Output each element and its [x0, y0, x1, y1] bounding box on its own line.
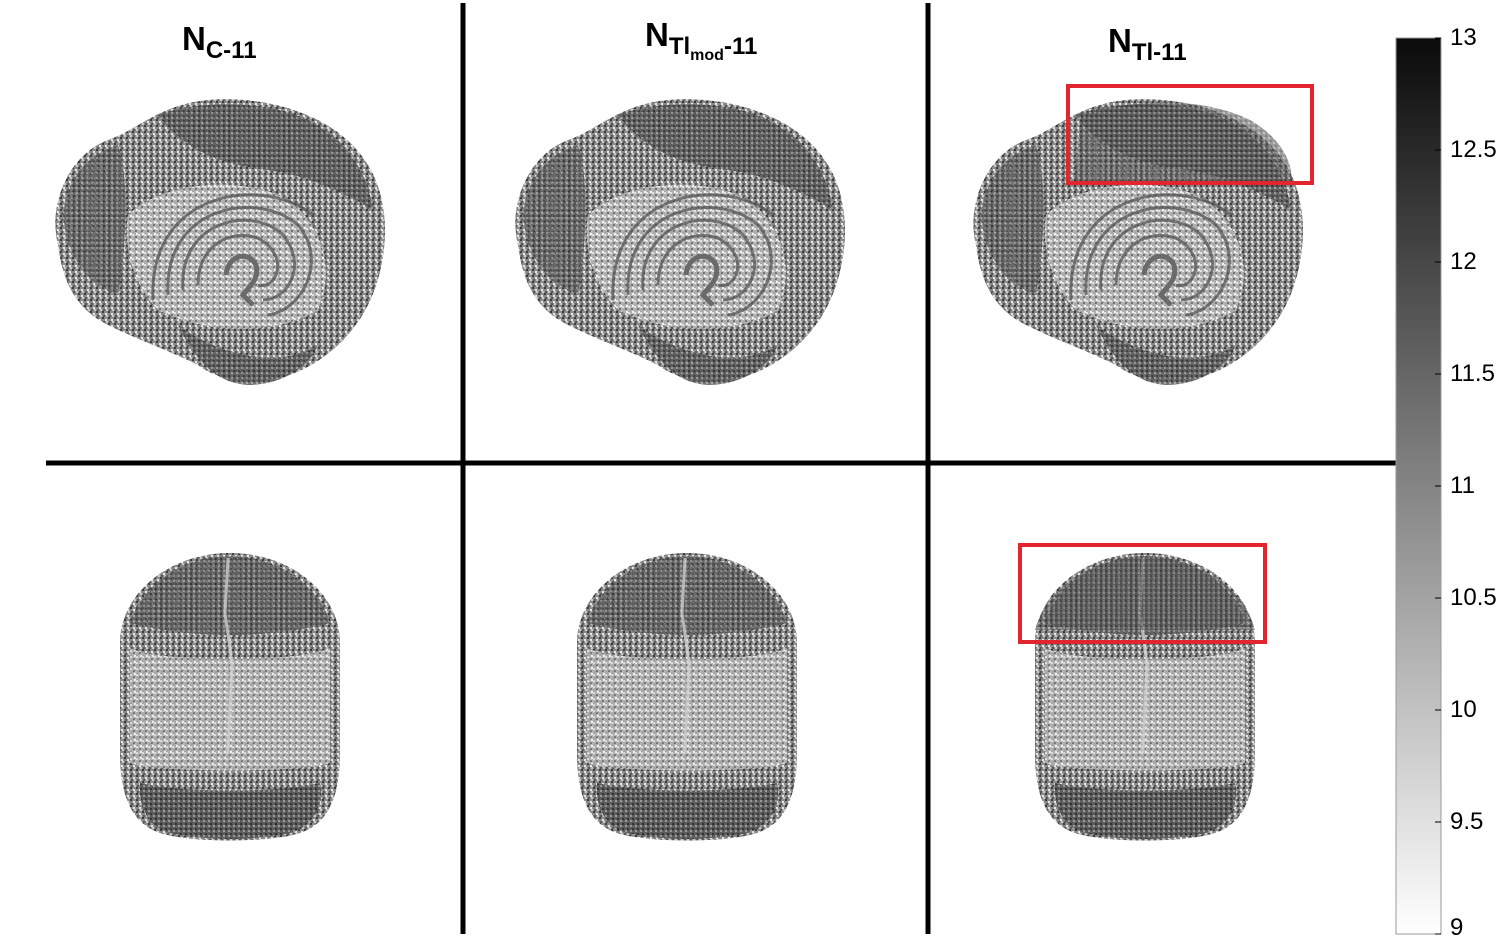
title-sub: Tl-11 — [1131, 39, 1187, 66]
column-title-tlmod: NTlmod-11 — [645, 16, 757, 64]
darker-region-sagittal-tl11 — [1075, 102, 1292, 182]
column-title-c11: NC-11 — [182, 20, 257, 64]
colorbar-tick-label: 12 — [1450, 248, 1477, 275]
title-main: N — [645, 16, 669, 53]
colorbar-ticks — [1435, 37, 1441, 935]
brain-coronal-tlmod — [575, 551, 799, 842]
column-title-tl11: NTl-11 — [1108, 22, 1187, 66]
brain-coronal-c11 — [118, 551, 342, 842]
colorbar-tick-label: 10.5 — [1450, 584, 1497, 611]
title-main: N — [182, 20, 206, 57]
colorbar — [1395, 37, 1442, 935]
brain-sagittal-tlmod — [515, 99, 844, 385]
title-tail: -11 — [723, 33, 758, 60]
colorbar-tick-label: 11 — [1450, 472, 1475, 499]
darker-region-coronal-tl11 — [1035, 556, 1255, 630]
colorbar-tick-label: 11.5 — [1450, 360, 1495, 387]
title-sub: Tl — [668, 33, 691, 60]
colorbar-tick-label: 10 — [1450, 696, 1477, 723]
highlight-box-sagittal — [1066, 84, 1314, 185]
title-subsub: mod — [690, 47, 724, 64]
highlight-box-coronal — [1018, 543, 1267, 644]
colorbar-tick-label: 13 — [1450, 24, 1477, 51]
colorbar-tick-label: 9 — [1450, 914, 1464, 941]
colorbar-tick-label: 9.5 — [1450, 808, 1484, 835]
brain-sagittal-c11 — [55, 99, 384, 385]
colorbar-tick-label: 12.5 — [1450, 136, 1497, 163]
title-sub: C-11 — [205, 37, 257, 64]
title-main: N — [1108, 22, 1132, 59]
